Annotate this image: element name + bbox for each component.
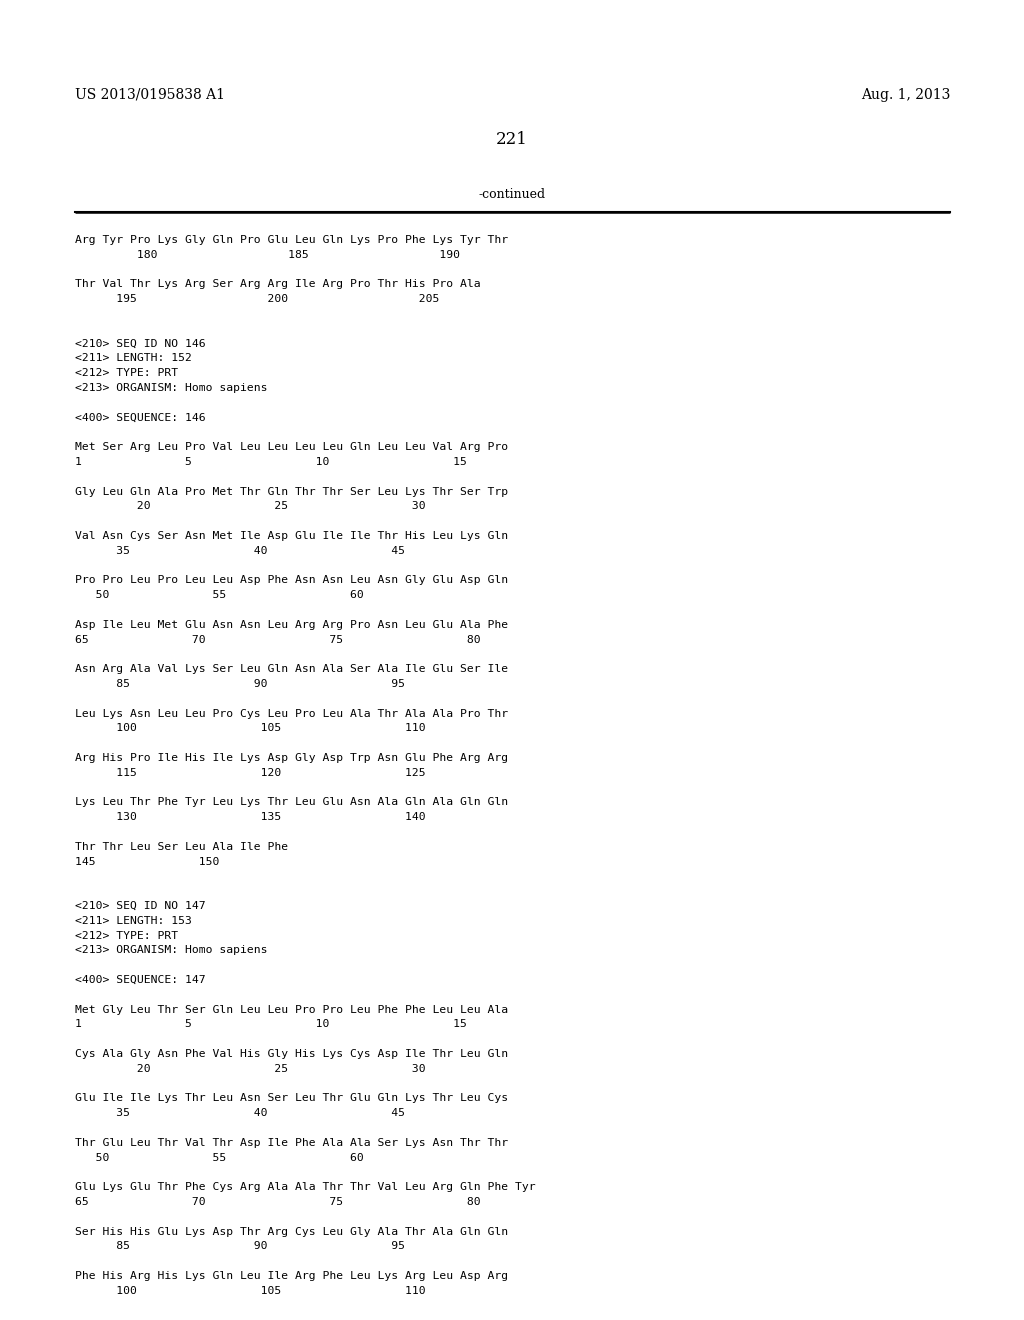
Text: Pro Pro Leu Pro Leu Leu Asp Phe Asn Asn Leu Asn Gly Glu Asp Gln: Pro Pro Leu Pro Leu Leu Asp Phe Asn Asn … — [75, 576, 508, 585]
Text: <210> SEQ ID NO 147: <210> SEQ ID NO 147 — [75, 902, 206, 911]
Text: Thr Glu Leu Thr Val Thr Asp Ile Phe Ala Ala Ser Lys Asn Thr Thr: Thr Glu Leu Thr Val Thr Asp Ile Phe Ala … — [75, 1138, 508, 1148]
Text: <400> SEQUENCE: 147: <400> SEQUENCE: 147 — [75, 975, 206, 985]
Text: Lys Leu Thr Phe Tyr Leu Lys Thr Leu Glu Asn Ala Gln Ala Gln Gln: Lys Leu Thr Phe Tyr Leu Lys Thr Leu Glu … — [75, 797, 508, 808]
Text: 50               55                  60: 50 55 60 — [75, 590, 364, 601]
Text: 130                  135                  140: 130 135 140 — [75, 812, 426, 822]
Text: 145               150: 145 150 — [75, 857, 219, 867]
Text: <211> LENGTH: 152: <211> LENGTH: 152 — [75, 354, 191, 363]
Text: 85                  90                  95: 85 90 95 — [75, 678, 406, 689]
Text: Cys Ala Gly Asn Phe Val His Gly His Lys Cys Asp Ile Thr Leu Gln: Cys Ala Gly Asn Phe Val His Gly His Lys … — [75, 1049, 508, 1059]
Text: Asp Ile Leu Met Glu Asn Asn Leu Arg Arg Pro Asn Leu Glu Ala Phe: Asp Ile Leu Met Glu Asn Asn Leu Arg Arg … — [75, 620, 508, 630]
Text: Thr Thr Leu Ser Leu Ala Ile Phe: Thr Thr Leu Ser Leu Ala Ile Phe — [75, 842, 288, 851]
Text: 180                   185                   190: 180 185 190 — [75, 249, 460, 260]
Text: 1               5                  10                  15: 1 5 10 15 — [75, 1019, 467, 1030]
Text: 100                  105                  110: 100 105 110 — [75, 723, 426, 734]
Text: Gly Leu Gln Ala Pro Met Thr Gln Thr Thr Ser Leu Lys Thr Ser Trp: Gly Leu Gln Ala Pro Met Thr Gln Thr Thr … — [75, 487, 508, 496]
Text: 100                  105                  110: 100 105 110 — [75, 1286, 426, 1296]
Text: Ser His His Glu Lys Asp Thr Arg Cys Leu Gly Ala Thr Ala Gln Gln: Ser His His Glu Lys Asp Thr Arg Cys Leu … — [75, 1226, 508, 1237]
Text: 221: 221 — [496, 132, 528, 149]
Text: Thr Val Thr Lys Arg Ser Arg Arg Ile Arg Pro Thr His Pro Ala: Thr Val Thr Lys Arg Ser Arg Arg Ile Arg … — [75, 280, 480, 289]
Text: <213> ORGANISM: Homo sapiens: <213> ORGANISM: Homo sapiens — [75, 383, 267, 393]
Text: Met Gly Leu Thr Ser Gln Leu Leu Pro Pro Leu Phe Phe Leu Leu Ala: Met Gly Leu Thr Ser Gln Leu Leu Pro Pro … — [75, 1005, 508, 1015]
Text: 1               5                  10                  15: 1 5 10 15 — [75, 457, 467, 467]
Text: <211> LENGTH: 153: <211> LENGTH: 153 — [75, 916, 191, 925]
Text: 35                  40                  45: 35 40 45 — [75, 545, 406, 556]
Text: -continued: -continued — [478, 189, 546, 202]
Text: Phe His Arg His Lys Gln Leu Ile Arg Phe Leu Lys Arg Leu Asp Arg: Phe His Arg His Lys Gln Leu Ile Arg Phe … — [75, 1271, 508, 1280]
Text: 35                  40                  45: 35 40 45 — [75, 1109, 406, 1118]
Text: <400> SEQUENCE: 146: <400> SEQUENCE: 146 — [75, 413, 206, 422]
Text: Arg His Pro Ile His Ile Lys Asp Gly Asp Trp Asn Glu Phe Arg Arg: Arg His Pro Ile His Ile Lys Asp Gly Asp … — [75, 752, 508, 763]
Text: 115                  120                  125: 115 120 125 — [75, 768, 426, 777]
Text: 85                  90                  95: 85 90 95 — [75, 1241, 406, 1251]
Text: Glu Lys Glu Thr Phe Cys Arg Ala Ala Thr Thr Val Leu Arg Gln Phe Tyr: Glu Lys Glu Thr Phe Cys Arg Ala Ala Thr … — [75, 1183, 536, 1192]
Text: 20                  25                  30: 20 25 30 — [75, 502, 426, 511]
Text: <213> ORGANISM: Homo sapiens: <213> ORGANISM: Homo sapiens — [75, 945, 267, 956]
Text: Met Ser Arg Leu Pro Val Leu Leu Leu Leu Gln Leu Leu Val Arg Pro: Met Ser Arg Leu Pro Val Leu Leu Leu Leu … — [75, 442, 508, 453]
Text: <212> TYPE: PRT: <212> TYPE: PRT — [75, 368, 178, 379]
Text: Aug. 1, 2013: Aug. 1, 2013 — [860, 88, 950, 102]
Text: Leu Lys Asn Leu Leu Pro Cys Leu Pro Leu Ala Thr Ala Ala Pro Thr: Leu Lys Asn Leu Leu Pro Cys Leu Pro Leu … — [75, 709, 508, 718]
Text: Asn Arg Ala Val Lys Ser Leu Gln Asn Ala Ser Ala Ile Glu Ser Ile: Asn Arg Ala Val Lys Ser Leu Gln Asn Ala … — [75, 664, 508, 675]
Text: <210> SEQ ID NO 146: <210> SEQ ID NO 146 — [75, 339, 206, 348]
Text: <212> TYPE: PRT: <212> TYPE: PRT — [75, 931, 178, 941]
Text: Arg Tyr Pro Lys Gly Gln Pro Glu Leu Gln Lys Pro Phe Lys Tyr Thr: Arg Tyr Pro Lys Gly Gln Pro Glu Leu Gln … — [75, 235, 508, 246]
Text: 65               70                  75                  80: 65 70 75 80 — [75, 635, 480, 644]
Text: 195                   200                   205: 195 200 205 — [75, 294, 439, 304]
Text: 65               70                  75                  80: 65 70 75 80 — [75, 1197, 480, 1206]
Text: 50               55                  60: 50 55 60 — [75, 1152, 364, 1163]
Text: Val Asn Cys Ser Asn Met Ile Asp Glu Ile Ile Thr His Leu Lys Gln: Val Asn Cys Ser Asn Met Ile Asp Glu Ile … — [75, 531, 508, 541]
Text: 20                  25                  30: 20 25 30 — [75, 1064, 426, 1073]
Text: Glu Ile Ile Lys Thr Leu Asn Ser Leu Thr Glu Gln Lys Thr Leu Cys: Glu Ile Ile Lys Thr Leu Asn Ser Leu Thr … — [75, 1093, 508, 1104]
Text: US 2013/0195838 A1: US 2013/0195838 A1 — [75, 88, 225, 102]
